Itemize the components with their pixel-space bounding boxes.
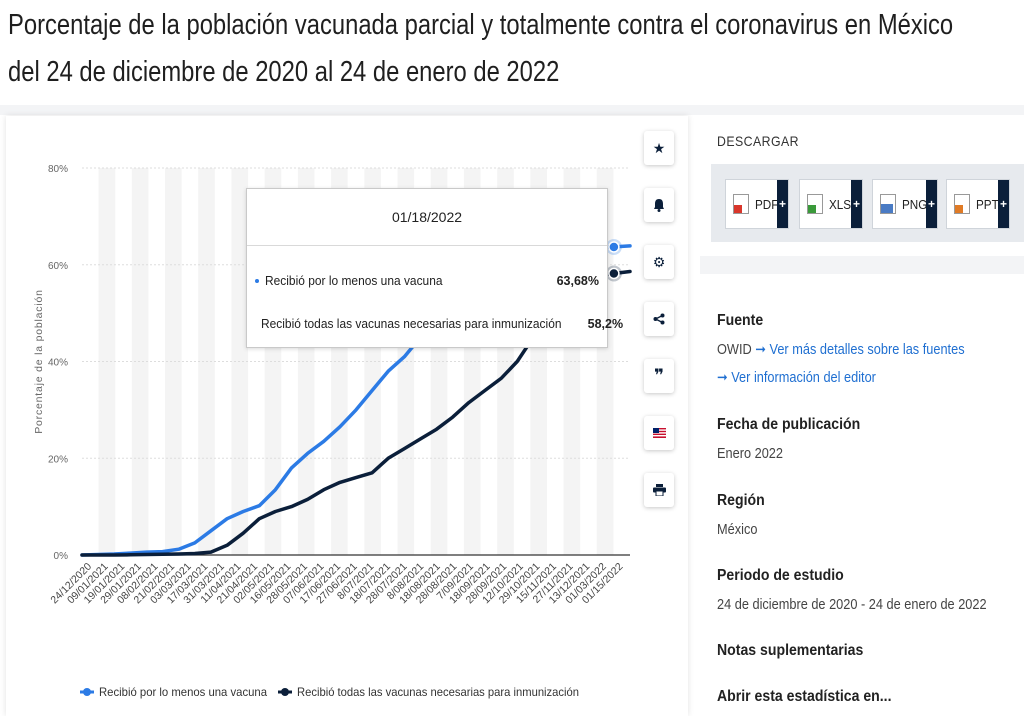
png-file-icon xyxy=(880,194,896,214)
tooltip-row-full-dose: Recibió todas las vacunas necesarias par… xyxy=(255,316,623,331)
grid-band xyxy=(165,168,182,555)
bell-icon[interactable] xyxy=(644,188,674,222)
notes-heading[interactable]: Notas suplementarias xyxy=(717,642,864,659)
chart-toolbar: ★ ⚙ ❞ xyxy=(644,131,674,530)
period-heading: Periodo de estudio xyxy=(717,567,844,584)
arrow-right-icon: ➞ xyxy=(717,370,728,386)
region-heading: Región xyxy=(717,492,765,509)
pdf-file-icon xyxy=(733,194,749,214)
download-button-label: PDF xyxy=(755,196,779,212)
download-xls-button[interactable]: XLS + xyxy=(799,179,863,229)
plus-icon: + xyxy=(851,180,862,228)
tooltip-row-first-dose: Recibió por lo menos una vacuna 63,68% xyxy=(255,273,599,288)
download-button-label: PNG xyxy=(902,196,928,212)
tooltip-series-name: Recibió todas las vacunas necesarias par… xyxy=(261,316,562,331)
download-ppt-button[interactable]: PPT + xyxy=(946,179,1010,229)
source-line: OWID ➞ Ver más detalles sobre las fuente… xyxy=(717,342,965,358)
legend-label: Recibió por lo menos una vacuna xyxy=(99,685,267,699)
title-line-1: Porcentaje de la población vacunada parc… xyxy=(8,9,954,41)
legend-swatch-dot xyxy=(83,688,91,696)
editor-info-link[interactable]: Ver información del editor xyxy=(731,370,876,386)
download-button-label: PPT xyxy=(976,196,999,212)
source-heading: Fuente xyxy=(717,312,764,329)
quote-icon[interactable]: ❞ xyxy=(644,359,674,393)
y-tick-label: 80% xyxy=(48,164,68,175)
header-divider xyxy=(0,105,1024,115)
publication-value: Enero 2022 xyxy=(717,446,783,462)
star-icon[interactable]: ★ xyxy=(644,131,674,165)
publication-heading: Fecha de publicación xyxy=(717,416,861,433)
tooltip-date: 01/18/2022 xyxy=(247,189,607,246)
tooltip-series-value: 63,68% xyxy=(556,273,599,288)
sidebar-divider xyxy=(700,256,1024,274)
region-value: México xyxy=(717,522,758,538)
plus-icon: + xyxy=(777,180,788,228)
download-pdf-button[interactable]: PDF + xyxy=(725,179,789,229)
tooltip-dot xyxy=(255,278,259,283)
hover-point xyxy=(608,241,620,253)
title-line-2: del 24 de diciembre de 2020 al 24 de ene… xyxy=(8,56,560,88)
tooltip-series-value: 58,2% xyxy=(587,316,624,331)
y-tick-label: 0% xyxy=(54,551,69,562)
editor-line: ➞ Ver información del editor xyxy=(717,370,876,386)
y-tick-label: 60% xyxy=(48,261,68,272)
period-value: 24 de diciembre de 2020 - 24 de enero de… xyxy=(717,597,987,613)
legend-swatch-dot xyxy=(281,688,289,696)
source-value: OWID xyxy=(717,342,752,358)
source-details-link[interactable]: Ver más detalles sobre las fuentes xyxy=(769,342,965,358)
ppt-file-icon xyxy=(954,194,970,214)
flag-icon[interactable] xyxy=(644,416,674,450)
download-png-button[interactable]: PNG + xyxy=(872,179,938,229)
y-axis-label: Porcentaje de la población xyxy=(33,289,45,434)
chart-tooltip: 01/18/2022 Recibió por lo menos una vacu… xyxy=(246,188,623,348)
download-heading: DESCARGAR xyxy=(717,133,800,149)
y-tick-label: 20% xyxy=(48,454,68,465)
legend-label: Recibió todas las vacunas necesarias par… xyxy=(297,685,579,699)
print-icon[interactable] xyxy=(644,473,674,507)
chart: 0% 20% 40% 60% 80% Porcentaje de la población… xyxy=(33,164,632,699)
page-title: Porcentaje de la población vacunada parc… xyxy=(8,2,954,96)
share-icon[interactable] xyxy=(644,302,674,336)
download-button-label: XLS xyxy=(829,196,852,212)
open-in-heading[interactable]: Abrir esta estadística en... xyxy=(717,688,892,705)
gear-icon[interactable]: ⚙ xyxy=(644,245,674,279)
xls-file-icon xyxy=(807,194,823,214)
tooltip-series-name: Recibió por lo menos una vacuna xyxy=(265,273,443,288)
hover-point xyxy=(608,267,620,280)
arrow-right-icon: ➞ xyxy=(755,342,766,358)
y-tick-label: 40% xyxy=(48,358,68,369)
download-box: PDF + XLS + PNG + PPT + xyxy=(711,164,1024,242)
plus-icon: + xyxy=(926,180,937,228)
plus-icon: + xyxy=(998,180,1009,228)
